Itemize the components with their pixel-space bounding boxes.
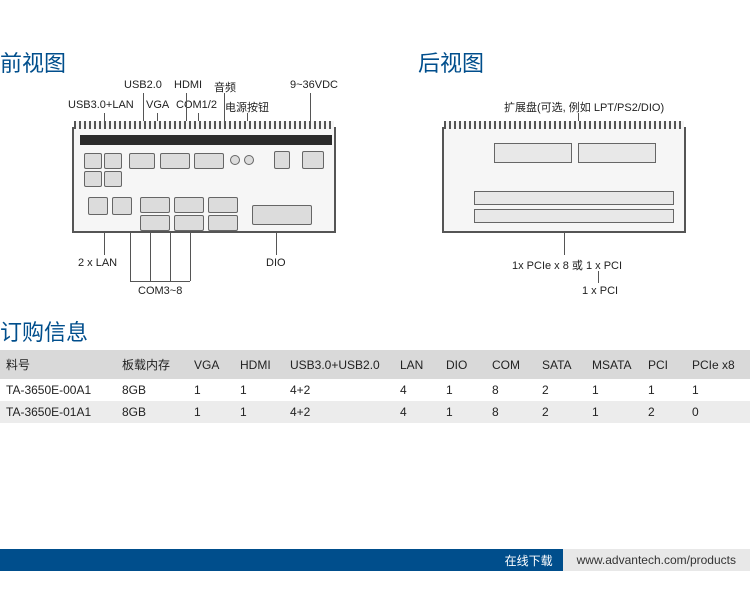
label-pci: 1 x PCI: [582, 285, 618, 297]
label-usb30-lan: USB3.0+LAN: [68, 99, 134, 111]
cell: 1: [642, 379, 686, 401]
cell: 0: [686, 401, 750, 423]
label-com12: COM1/2: [176, 99, 217, 111]
label-power-in: 9~36VDC: [290, 79, 338, 91]
th-sata: SATA: [536, 350, 586, 379]
cell: 1: [586, 401, 642, 423]
th-dio: DIO: [440, 350, 486, 379]
th-vga: VGA: [188, 350, 234, 379]
cell: 1: [234, 379, 284, 401]
cell: 8: [486, 401, 536, 423]
order-table-header-row: 料号 板载内存 VGA HDMI USB3.0+USB2.0 LAN DIO C…: [0, 350, 750, 379]
cell: 4: [394, 379, 440, 401]
cell: TA-3650E-00A1: [0, 379, 116, 401]
cell: 1: [188, 401, 234, 423]
cell: 4+2: [284, 379, 394, 401]
th-msata: MSATA: [586, 350, 642, 379]
cell: 1: [686, 379, 750, 401]
label-2xlan: 2 x LAN: [78, 257, 117, 269]
cell: TA-3650E-01A1: [0, 401, 116, 423]
label-dio: DIO: [266, 257, 286, 269]
th-partno: 料号: [0, 350, 116, 379]
label-audio: 音频: [214, 79, 236, 95]
label-usb20: USB2.0: [124, 79, 162, 91]
rear-diagram: 扩展盘(可选, 例如 LPT/PS2/DIO) 1x PCIe x 8 或 1 …: [418, 75, 748, 295]
table-row: TA-3650E-01A1 8GB 1 1 4+2 4 1 8 2 1 2 0: [0, 401, 750, 423]
label-hdmi: HDMI: [174, 79, 202, 91]
th-mem: 板载内存: [116, 350, 188, 379]
table-row: TA-3650E-00A1 8GB 1 1 4+2 4 1 8 2 1 1 1: [0, 379, 750, 401]
cell: 2: [642, 401, 686, 423]
cell: 2: [536, 379, 586, 401]
label-com38: COM3~8: [138, 285, 182, 297]
th-hdmi: HDMI: [234, 350, 284, 379]
th-usb: USB3.0+USB2.0: [284, 350, 394, 379]
cell: 8GB: [116, 401, 188, 423]
front-device: [72, 127, 336, 233]
cell: 8GB: [116, 379, 188, 401]
label-vga: VGA: [146, 99, 169, 111]
th-pci: PCI: [642, 350, 686, 379]
footer-bar: 在线下载 www.advantech.com/products: [0, 549, 750, 571]
cell: 1: [188, 379, 234, 401]
cell: 4+2: [284, 401, 394, 423]
order-info-title: 订购信息: [0, 315, 88, 347]
label-exp: 扩展盘(可选, 例如 LPT/PS2/DIO): [504, 99, 664, 115]
footer-download-label: 在线下载: [495, 552, 563, 569]
footer-url[interactable]: www.advantech.com/products: [563, 549, 750, 571]
cell: 8: [486, 379, 536, 401]
label-pcie: 1x PCIe x 8 或 1 x PCI: [512, 257, 622, 273]
cell: 1: [586, 379, 642, 401]
order-table: 料号 板载内存 VGA HDMI USB3.0+USB2.0 LAN DIO C…: [0, 350, 750, 423]
cell: 1: [234, 401, 284, 423]
cell: 4: [394, 401, 440, 423]
front-view-title: 前视图: [0, 46, 66, 78]
cell: 2: [536, 401, 586, 423]
cell: 1: [440, 379, 486, 401]
th-lan: LAN: [394, 350, 440, 379]
cell: 1: [440, 401, 486, 423]
rear-view-title: 后视图: [418, 46, 484, 78]
front-diagram: USB2.0 HDMI 音频 9~36VDC USB3.0+LAN VGA CO…: [0, 75, 380, 295]
rear-device: [442, 127, 686, 233]
order-table-wrap: 料号 板载内存 VGA HDMI USB3.0+USB2.0 LAN DIO C…: [0, 350, 750, 423]
th-pciex8: PCIe x8: [686, 350, 750, 379]
th-com: COM: [486, 350, 536, 379]
